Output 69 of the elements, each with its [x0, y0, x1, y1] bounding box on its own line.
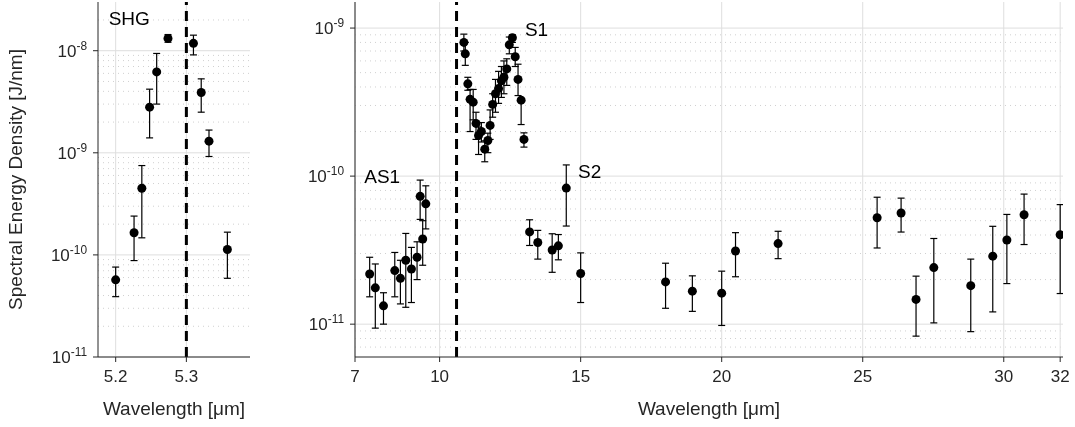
point	[525, 227, 535, 237]
y-tick-label: 10$^{-8}$	[57, 38, 88, 61]
x-tick-label: 5.2	[103, 367, 128, 386]
x-tick-label: 25	[853, 367, 873, 386]
point	[1002, 235, 1012, 245]
point	[204, 136, 214, 146]
x-axis-title: Wavelength [μm]	[637, 398, 781, 419]
point	[378, 301, 388, 311]
x-tick-label: 32	[1050, 367, 1070, 386]
y-tick-label: 10$^{-9}$	[314, 16, 345, 39]
point	[533, 238, 543, 248]
y-tick-label: 10$^{-10}$	[307, 164, 345, 187]
point	[485, 120, 495, 130]
y-tick-label: 10$^{-10}$	[50, 242, 88, 265]
annotation: S1	[524, 18, 549, 40]
x-axis-title: Wavelength [μm]	[102, 398, 246, 419]
point	[460, 49, 470, 59]
point	[196, 87, 206, 97]
point	[896, 208, 906, 218]
point	[406, 264, 416, 274]
x-tick-label: 20	[712, 367, 732, 386]
point	[390, 266, 400, 276]
point	[370, 283, 380, 293]
point	[576, 268, 586, 278]
point	[561, 183, 571, 193]
x-tick-label: 10	[430, 367, 450, 386]
point	[137, 183, 147, 193]
y-axis-title: Spectral Energy Density [J/nm]	[5, 49, 26, 310]
point	[152, 67, 162, 77]
point	[661, 277, 671, 287]
point	[513, 74, 523, 84]
point	[929, 263, 939, 273]
y-tick-label: 10$^{-9}$	[57, 140, 88, 163]
point	[188, 38, 198, 48]
point	[421, 199, 431, 209]
annotation: SHG	[108, 7, 150, 29]
y-tick-label: 10$^{-11}$	[308, 312, 345, 335]
point	[145, 102, 155, 112]
point	[502, 64, 512, 74]
point	[476, 127, 486, 137]
point	[773, 239, 783, 249]
point	[418, 234, 428, 244]
point	[988, 251, 998, 261]
point	[365, 269, 375, 279]
point	[553, 241, 563, 251]
point	[966, 281, 976, 291]
point	[516, 95, 526, 105]
point	[415, 191, 425, 201]
point	[519, 134, 529, 144]
point	[222, 244, 232, 254]
x-tick-label: 7	[350, 367, 360, 386]
point	[412, 252, 422, 262]
annotation: AS1	[364, 165, 401, 187]
point	[129, 228, 139, 238]
x-tick-label: 30	[994, 367, 1014, 386]
point	[717, 288, 727, 298]
point	[111, 275, 121, 285]
point	[911, 294, 921, 304]
point	[731, 246, 741, 256]
point	[1055, 230, 1063, 240]
x-tick-label: 15	[571, 367, 591, 386]
point	[1019, 210, 1029, 220]
point	[872, 213, 882, 223]
y-tick-label: 10$^{-11}$	[51, 345, 88, 367]
point	[687, 286, 697, 296]
point	[395, 273, 405, 283]
point	[401, 255, 411, 265]
x-tick-label: 5.3	[174, 367, 199, 386]
annotation: S2	[578, 160, 602, 182]
